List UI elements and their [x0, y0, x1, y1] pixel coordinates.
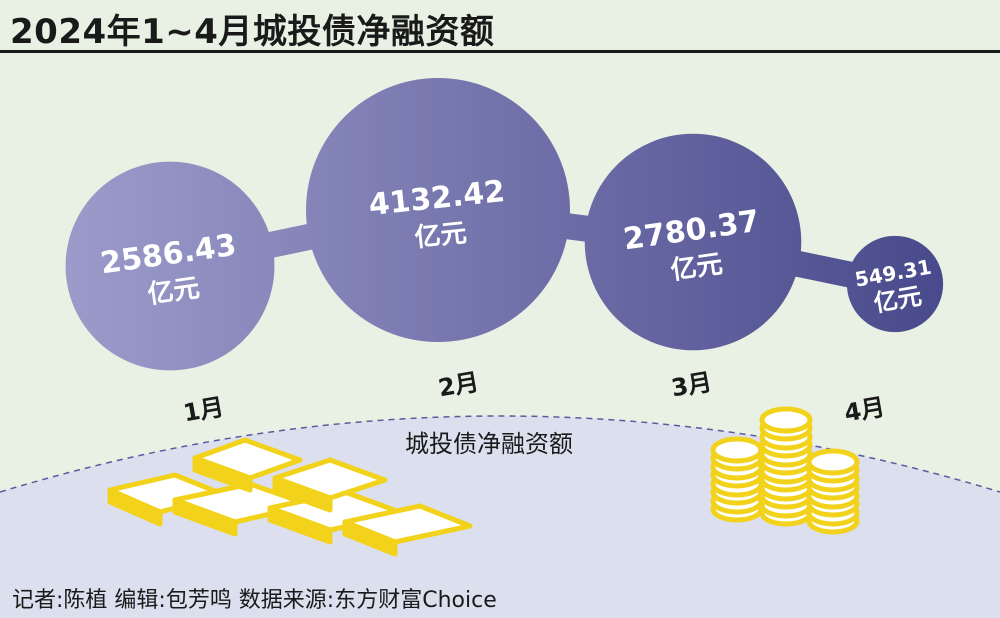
month-label-1: 1月 [181, 393, 226, 428]
month-label-2: 2月 [436, 368, 481, 403]
legend-label: 城投债净融资额 [405, 430, 573, 458]
bubbles-layer [65, 78, 944, 371]
bubble-4 [846, 235, 944, 333]
bubble-unit: 亿元 [146, 273, 202, 310]
coin [710, 436, 764, 464]
coin-stack-icon [710, 406, 860, 535]
bubble-unit: 亿元 [669, 249, 725, 286]
bubble-2 [306, 78, 570, 342]
chart-title: 2024年1~4月城投债净融资额 [10, 12, 495, 52]
bubble-3 [584, 133, 802, 351]
coin [806, 448, 860, 476]
bubble-1 [65, 161, 275, 371]
month-label-3: 3月 [669, 368, 714, 403]
coin [759, 406, 813, 434]
banknote-stack-icon [107, 437, 473, 557]
month-label-4: 4月 [842, 393, 887, 428]
title-divider [0, 50, 1000, 53]
bubble-unit: 亿元 [413, 218, 468, 253]
credits-line: 记者:陈植 编辑:包芳鸣 数据来源:东方财富Choice [12, 588, 497, 613]
month-labels-layer: 1月 2月 3月 4月 [181, 368, 887, 428]
